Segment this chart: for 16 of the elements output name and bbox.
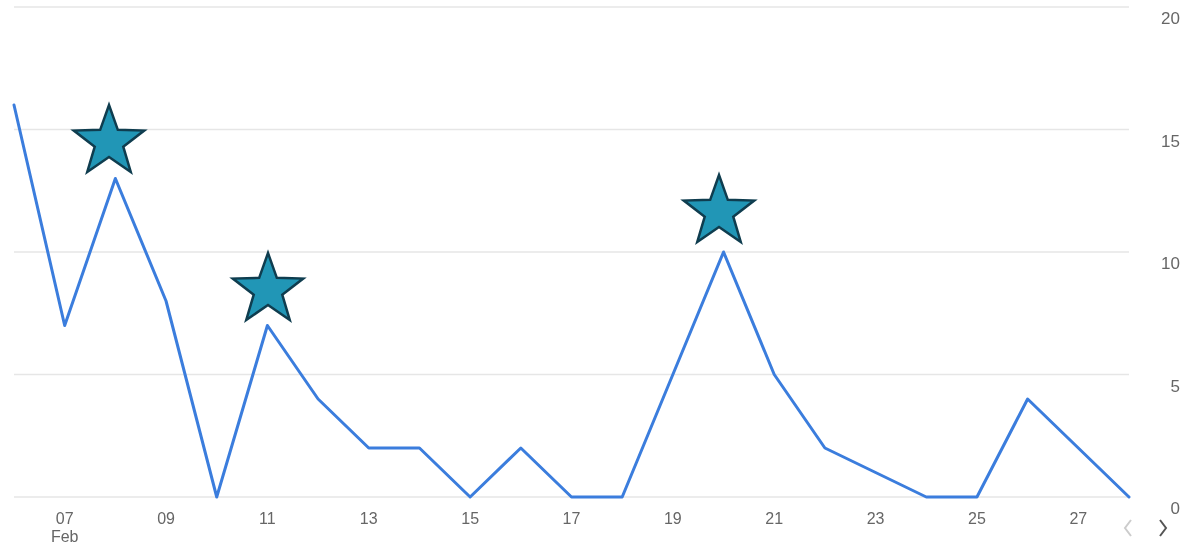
y-tick-label: 10: [1161, 254, 1180, 273]
x-tick-label: 23: [866, 510, 885, 527]
y-tick-label: 15: [1161, 131, 1180, 151]
x-tick-label: 09: [157, 510, 176, 527]
x-tick-label: 27: [1069, 510, 1088, 527]
x-tick-label: 11: [259, 510, 276, 527]
x-tick-label: 21: [765, 510, 784, 527]
x-tick-label: 19: [663, 510, 682, 527]
x-tick-label: 25: [968, 510, 986, 527]
y-tick-label: 5: [1170, 376, 1180, 396]
x-tick-label: 13: [359, 510, 378, 527]
x-tick-label: 15: [461, 510, 480, 527]
y-tick-label: 0: [1170, 499, 1180, 518]
x-tick-label: 07 Feb: [50, 510, 79, 543]
y-tick-label: 20: [1161, 9, 1180, 28]
x-tick-label: 17: [562, 510, 581, 527]
